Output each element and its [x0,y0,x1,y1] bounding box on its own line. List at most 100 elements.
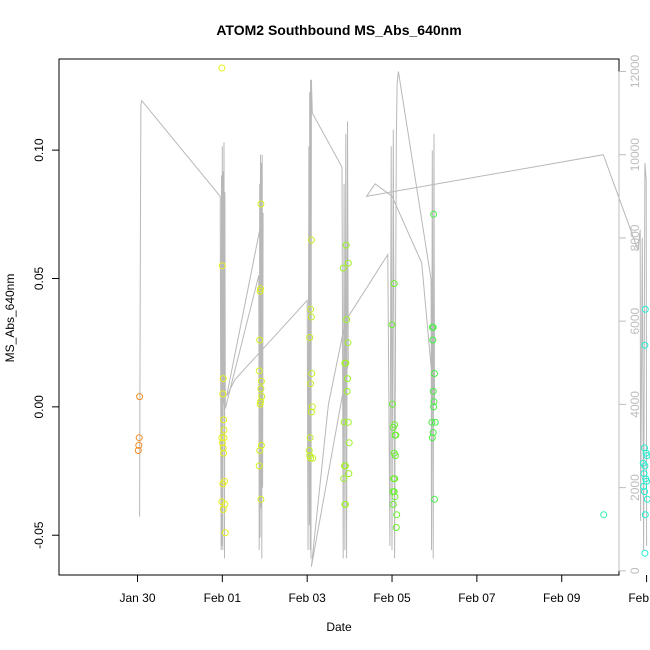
data-point [641,511,649,519]
x-tick-label: Feb 05 [373,591,411,605]
data-point [341,462,349,470]
data-point [393,511,401,519]
data-point [641,305,649,313]
data-point [343,387,351,395]
y2-tick-label: 0 [628,567,642,574]
data-point [219,506,227,513]
data-point [429,387,437,395]
data-point [391,475,399,483]
data-point [431,418,439,426]
data-point [221,529,229,537]
data-point [641,341,649,349]
data-point [307,236,315,244]
data-point [307,380,315,388]
x-tick-label: Feb 09 [543,591,581,605]
series-feb-06 [428,210,439,503]
x-axis-label: Date [326,620,352,634]
series-feb-01b [255,200,266,503]
data-point [305,447,313,454]
series-feb-01 [218,64,229,537]
data-point [392,524,400,531]
data-point [391,452,399,460]
data-point [344,418,352,426]
x-tick-label: Feb 07 [458,591,496,605]
data-point [344,259,352,267]
data-point [641,549,649,557]
chart-title: ATOM2 Southbound MS_Abs_640nm [216,22,461,38]
y-tick-label: -0.05 [32,521,46,549]
y-axis-label: MS_Abs_640nm [3,274,17,363]
y-tick-label: 0.00 [32,395,46,419]
data-point [257,285,264,293]
data-point [219,390,227,398]
series-feb-10 [600,511,608,519]
series-feb-03 [305,236,317,462]
x-tick-label: Feb 01 [204,591,242,605]
y2-axis: 0 2000 4000 6000 8000 10000 12000 [618,54,642,574]
data-point [136,393,144,401]
data-point [429,336,437,344]
data-point [389,500,397,508]
y-axis: -0.05 0.00 0.05 0.10 [32,138,59,549]
data-point [600,511,608,519]
data-point [220,416,228,424]
data-point [430,398,438,406]
data-point [256,336,264,344]
y-tick-label: 0.10 [32,138,46,162]
data-point [431,495,438,503]
data-point [340,475,348,483]
data-point [431,370,438,377]
data-point [643,452,650,460]
y2-tick-label: 8000 [628,224,642,251]
data-point [255,462,263,470]
y2-tick-label: 12000 [628,54,642,88]
data-point [390,280,398,288]
data-point [428,434,436,442]
data-point [135,441,143,449]
x-tick-label: Feb 11 [628,591,650,605]
points-layer [134,64,650,557]
data-point [257,495,265,503]
data-point [641,462,649,470]
data-point [430,210,438,218]
series-feb-11 [639,305,650,557]
data-point [341,359,349,367]
data-point [256,447,264,454]
data-point [640,482,648,490]
data-point [308,403,316,411]
data-point [430,403,438,411]
y2-tick-label: 10000 [628,138,642,172]
data-point [344,375,351,383]
data-point [428,418,436,426]
data-point [307,305,315,313]
data-point [308,370,316,377]
series-feb-04 [339,241,353,508]
data-point [219,444,227,452]
y2-tick-label: 2000 [628,474,642,501]
data-point [134,447,142,454]
x-axis: Jan 30 Feb 01 Feb 03 Feb 05 Feb 07 Feb 09 Feb … [119,575,650,605]
data-point [257,200,265,208]
data-point [258,393,266,401]
y2-tick-label: 4000 [628,391,642,418]
data-point [389,400,396,408]
data-point [344,339,352,347]
data-point [429,323,437,331]
data-point [220,449,228,457]
depth-profile-layer [139,71,648,567]
data-point [389,423,397,431]
data-point [255,367,263,375]
series-feb-05 [388,280,401,531]
data-point [218,262,226,270]
data-point [345,470,353,478]
data-point [341,500,349,508]
plot-frame [58,58,620,576]
data-point [307,408,315,416]
data-point [641,488,648,496]
y2-tick-label: 6000 [628,307,642,334]
data-point [256,400,264,408]
data-point [220,426,228,434]
data-point [429,429,437,436]
data-point [340,418,348,426]
